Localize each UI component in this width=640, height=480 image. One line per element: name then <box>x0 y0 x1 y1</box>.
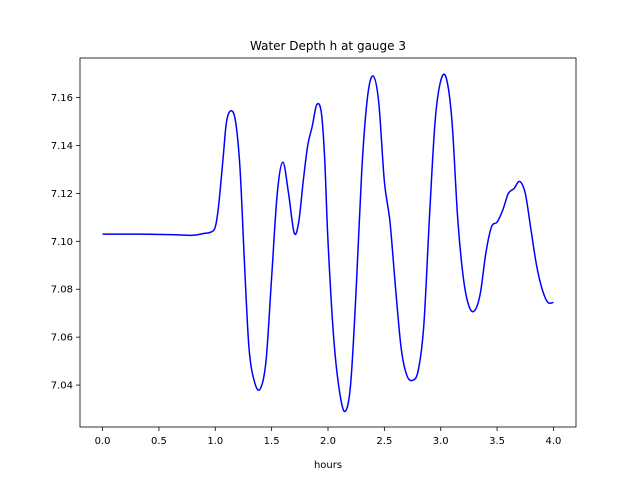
series-line <box>102 73 554 413</box>
x-tick-label: 0.0 <box>95 436 111 447</box>
x-axis-ticks: 0.0 0.5 1.0 1.5 2.0 2.5 3.0 3.5 4.0 <box>95 427 562 447</box>
y-tick-label: 7.06 <box>51 333 73 344</box>
chart-title: Water Depth h at gauge 3 <box>250 39 406 53</box>
x-tick-label: 2.0 <box>320 436 336 447</box>
x-tick-label: 2.5 <box>376 436 392 447</box>
x-axis-label: hours <box>314 460 342 471</box>
y-tick-label: 7.14 <box>51 141 73 152</box>
x-tick-label: 3.0 <box>433 436 449 447</box>
y-axis-ticks: 7.04 7.06 7.08 7.10 7.12 7.14 7.16 <box>51 93 80 392</box>
x-tick-label: 0.5 <box>151 436 167 447</box>
y-tick-label: 7.04 <box>51 381 73 392</box>
x-tick-label: 1.0 <box>207 436 223 447</box>
y-tick-label: 7.08 <box>51 285 73 296</box>
y-tick-label: 7.16 <box>51 93 73 104</box>
x-tick-label: 4.0 <box>546 436 562 447</box>
plot-area <box>102 73 554 413</box>
x-tick-label: 3.5 <box>489 436 505 447</box>
y-tick-label: 7.12 <box>51 189 73 200</box>
axes-frame <box>79 57 577 428</box>
y-tick-label: 7.10 <box>51 237 73 248</box>
x-tick-label: 1.5 <box>264 436 280 447</box>
